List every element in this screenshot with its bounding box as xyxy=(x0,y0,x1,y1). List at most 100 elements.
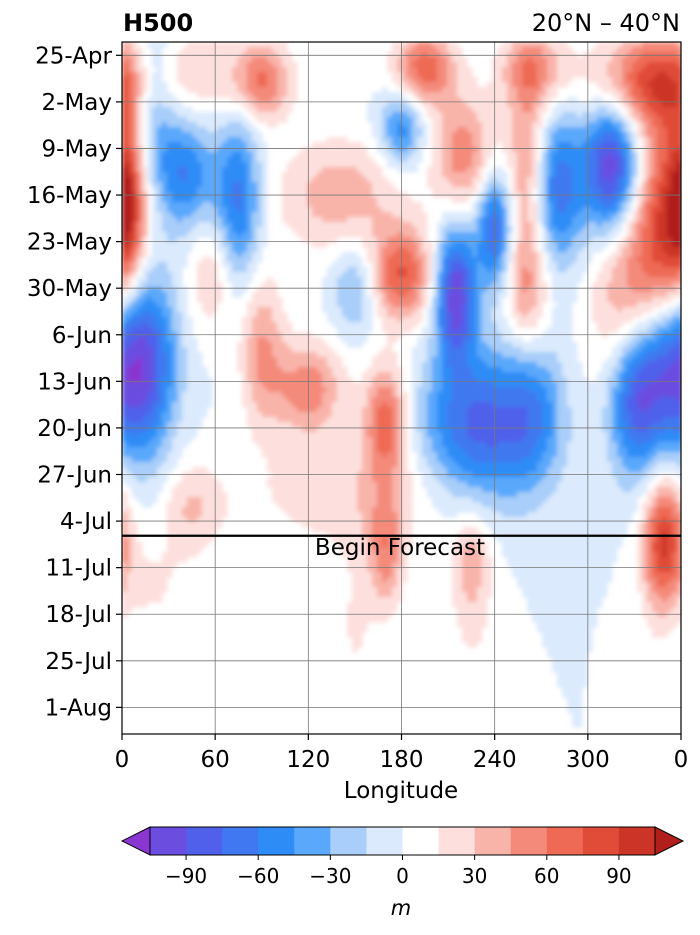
anomaly-cell xyxy=(552,107,558,113)
anomaly-cell xyxy=(417,132,423,138)
anomaly-cell xyxy=(432,292,438,298)
anomaly-cell xyxy=(552,142,558,148)
anomaly-cell xyxy=(297,222,303,228)
anomaly-cell xyxy=(397,112,403,118)
anomaly-cell xyxy=(622,187,628,193)
anomaly-cell xyxy=(427,102,433,108)
anomaly-cell xyxy=(572,257,578,263)
anomaly-cell xyxy=(452,107,458,113)
anomaly-cell xyxy=(282,87,288,93)
anomaly-cell xyxy=(622,162,628,168)
anomaly-cell xyxy=(442,122,448,128)
anomaly-cell xyxy=(597,207,603,213)
anomaly-cell xyxy=(677,97,681,103)
anomaly-cell xyxy=(637,47,643,53)
anomaly-cell xyxy=(617,317,623,323)
anomaly-cell xyxy=(662,272,668,278)
anomaly-cell xyxy=(172,247,178,253)
anomaly-cell xyxy=(437,62,443,68)
anomaly-cell xyxy=(137,277,143,283)
anomaly-cell xyxy=(522,82,528,88)
anomaly-cell xyxy=(237,172,243,178)
anomaly-cell xyxy=(397,127,403,133)
anomaly-cell xyxy=(422,222,428,228)
anomaly-cell xyxy=(417,42,423,48)
anomaly-cell xyxy=(592,172,598,178)
anomaly-cell xyxy=(522,87,528,93)
anomaly-cell xyxy=(657,267,663,273)
anomaly-cell xyxy=(502,172,508,178)
anomaly-cell xyxy=(667,92,673,98)
anomaly-cell xyxy=(407,272,413,278)
anomaly-cell xyxy=(437,302,443,308)
anomaly-cell xyxy=(662,167,668,173)
anomaly-cell xyxy=(467,142,473,148)
anomaly-cell xyxy=(572,162,578,168)
anomaly-cell xyxy=(177,262,183,268)
anomaly-cell xyxy=(327,272,333,278)
anomaly-cell xyxy=(232,62,238,68)
anomaly-cell xyxy=(232,57,238,63)
anomaly-cell xyxy=(622,132,628,138)
anomaly-cell xyxy=(647,132,653,138)
anomaly-cell xyxy=(317,177,323,183)
anomaly-cell xyxy=(557,182,563,188)
anomaly-cell xyxy=(167,137,173,143)
anomaly-cell xyxy=(612,262,618,268)
anomaly-cell xyxy=(407,222,413,228)
anomaly-cell xyxy=(167,122,173,128)
anomaly-cell xyxy=(137,302,143,308)
anomaly-cell xyxy=(637,97,643,103)
anomaly-cell xyxy=(167,242,173,248)
anomaly-cell xyxy=(547,62,553,68)
anomaly-cell xyxy=(407,112,413,118)
anomaly-cell xyxy=(522,237,528,243)
anomaly-cell xyxy=(432,117,438,123)
anomaly-cell xyxy=(162,252,168,258)
anomaly-cell xyxy=(407,132,413,138)
anomaly-cell xyxy=(222,157,228,163)
anomaly-cell xyxy=(307,197,313,203)
anomaly-cell xyxy=(592,197,598,203)
anomaly-cell xyxy=(607,302,613,308)
anomaly-cell xyxy=(602,177,608,183)
anomaly-cell xyxy=(377,167,383,173)
anomaly-cell xyxy=(162,122,168,128)
anomaly-cell xyxy=(642,67,648,73)
anomaly-cell xyxy=(187,227,193,233)
anomaly-cell xyxy=(407,307,413,313)
anomaly-cell xyxy=(482,317,488,323)
anomaly-cell xyxy=(517,117,523,123)
anomaly-cell xyxy=(362,172,368,178)
anomaly-cell xyxy=(587,132,593,138)
anomaly-cell xyxy=(547,72,553,78)
anomaly-cell xyxy=(422,262,428,268)
anomaly-cell xyxy=(532,312,538,318)
anomaly-cell xyxy=(677,222,681,228)
anomaly-cell xyxy=(442,62,448,68)
anomaly-cell xyxy=(502,47,508,53)
anomaly-cell xyxy=(462,217,468,223)
anomaly-cell xyxy=(287,217,293,223)
anomaly-cell xyxy=(342,197,348,203)
anomaly-cell xyxy=(622,42,628,48)
anomaly-cell xyxy=(132,212,138,218)
anomaly-cell xyxy=(222,202,228,208)
anomaly-cell xyxy=(562,212,568,218)
anomaly-cell xyxy=(552,57,558,63)
anomaly-cell xyxy=(562,117,568,123)
anomaly-cell xyxy=(472,77,478,83)
anomaly-cell xyxy=(472,307,478,313)
anomaly-cell xyxy=(412,152,418,158)
anomaly-cell xyxy=(517,92,523,98)
anomaly-cell xyxy=(632,227,638,233)
anomaly-cell xyxy=(672,252,678,258)
anomaly-cell xyxy=(567,202,573,208)
anomaly-cell xyxy=(567,262,573,268)
anomaly-cell xyxy=(617,57,623,63)
anomaly-cell xyxy=(542,202,548,208)
anomaly-cell xyxy=(127,242,133,248)
anomaly-cell xyxy=(147,322,153,328)
anomaly-cell xyxy=(672,272,678,278)
anomaly-cell xyxy=(402,162,408,168)
